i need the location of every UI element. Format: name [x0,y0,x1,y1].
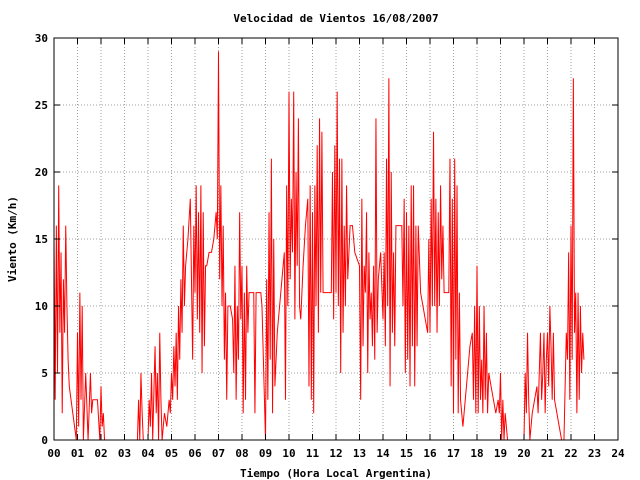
x-tick-label: 05 [165,447,178,460]
x-tick-label: 06 [188,447,202,460]
x-tick-label: 18 [470,447,483,460]
x-tick-label: 01 [71,447,85,460]
y-tick-label: 10 [35,300,48,313]
x-tick-label: 22 [564,447,577,460]
chart-title: Velocidad de Vientos 16/08/2007 [233,12,438,25]
x-tick-label: 13 [353,447,366,460]
x-tick-label: 00 [47,447,60,460]
y-tick-label: 25 [35,99,48,112]
y-tick-label: 20 [35,166,48,179]
x-tick-label: 09 [259,447,272,460]
tick-marks [53,37,619,441]
x-tick-label: 07 [212,447,225,460]
x-tick-label: 15 [400,447,413,460]
y-tick-labels: 0 5 10 15 20 25 30 [35,32,48,447]
x-tick-label: 21 [541,447,555,460]
x-tick-label: 12 [329,447,342,460]
grid-lines [54,38,618,440]
y-tick-label: 30 [35,32,48,45]
x-axis-label: Tiempo (Hora Local Argentina) [240,467,432,480]
x-tick-label: 08 [235,447,248,460]
x-tick-label: 16 [423,447,437,460]
x-tick-label: 17 [447,447,460,460]
x-tick-label: 03 [118,447,131,460]
x-tick-label: 20 [517,447,530,460]
y-tick-label: 5 [41,367,48,380]
x-tick-label: 14 [376,447,390,460]
x-tick-label: 11 [306,447,320,460]
x-tick-label: 10 [282,447,295,460]
y-axis-label: Viento (Km/h) [6,196,19,282]
x-tick-label: 24 [611,447,625,460]
x-tick-label: 02 [94,447,107,460]
x-tick-label: 19 [494,447,507,460]
x-tick-label: 23 [588,447,601,460]
y-tick-label: 15 [35,233,48,246]
x-tick-labels: 00 01 02 03 04 05 06 07 08 09 10 11 12 13 14 15 16 17 18 19… [47,447,625,460]
y-tick-label: 0 [41,434,48,447]
x-tick-label: 04 [141,447,155,460]
series-group [53,51,585,441]
wind-speed-series-line [53,51,585,441]
